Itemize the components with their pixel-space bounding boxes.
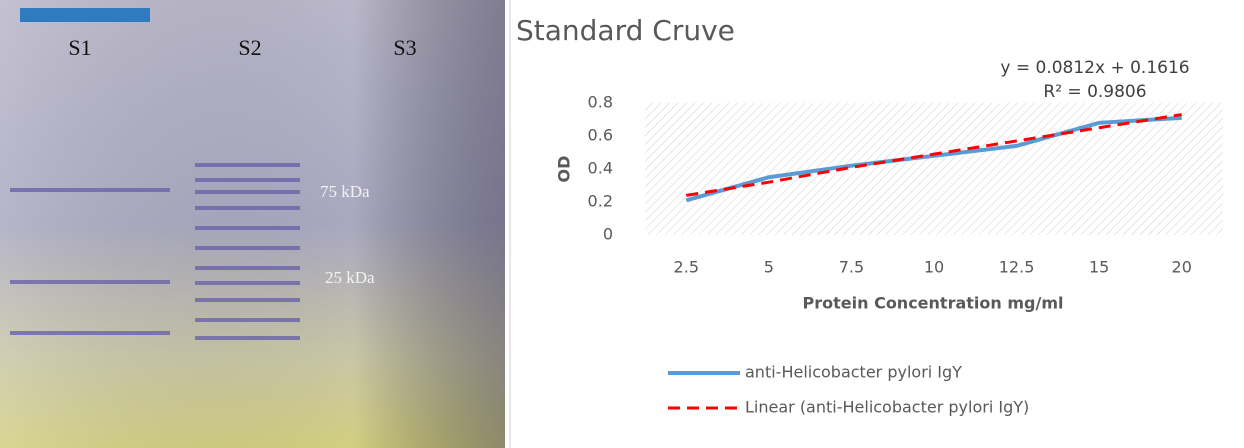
- plot-area: [645, 103, 1223, 235]
- y-tick-label: 0.8: [588, 93, 613, 112]
- x-tick-label: 12.5: [999, 258, 1035, 277]
- r-squared: R² = 0.9806: [1043, 82, 1146, 102]
- trendline-equation: y = 0.0812x + 0.1616: [1000, 58, 1189, 78]
- x-tick-label: 2.5: [674, 258, 699, 277]
- gel-image: S1 S2 S3 75 kDa 25 kDa: [0, 0, 505, 448]
- series-line: [686, 113, 1182, 197]
- legend-label: anti-Helicobacter pylori IgY: [745, 363, 962, 382]
- y-tick-label: 0.4: [588, 159, 613, 178]
- y-axis-title: OD: [555, 156, 574, 183]
- chart-title: Standard Cruve: [516, 14, 735, 47]
- legend-label: Linear (anti-Helicobacter pylori IgY): [745, 398, 1029, 417]
- lane-label: S3: [393, 35, 416, 60]
- x-tick-label: 15: [1089, 258, 1109, 277]
- lane-label: S2: [238, 35, 261, 60]
- marker-label: 25 kDa: [325, 268, 375, 287]
- x-tick-label: 5: [764, 258, 774, 277]
- x-axis-title: Protein Concentration mg/ml: [803, 294, 1064, 313]
- gel-shade: [0, 0, 505, 448]
- gel-well: [20, 8, 150, 22]
- series-line: [685, 115, 1182, 203]
- y-tick-label: 0.6: [588, 126, 613, 145]
- gel-bands: [10, 163, 300, 340]
- x-tick-label: 10: [924, 258, 944, 277]
- lane-label: S1: [68, 35, 91, 60]
- marker-label: 75 kDa: [320, 182, 370, 201]
- x-tick-label: 7.5: [839, 258, 864, 277]
- y-tick-label: 0: [603, 225, 613, 244]
- x-tick-label: 20: [1172, 258, 1192, 277]
- y-tick-label: 0.2: [588, 192, 613, 211]
